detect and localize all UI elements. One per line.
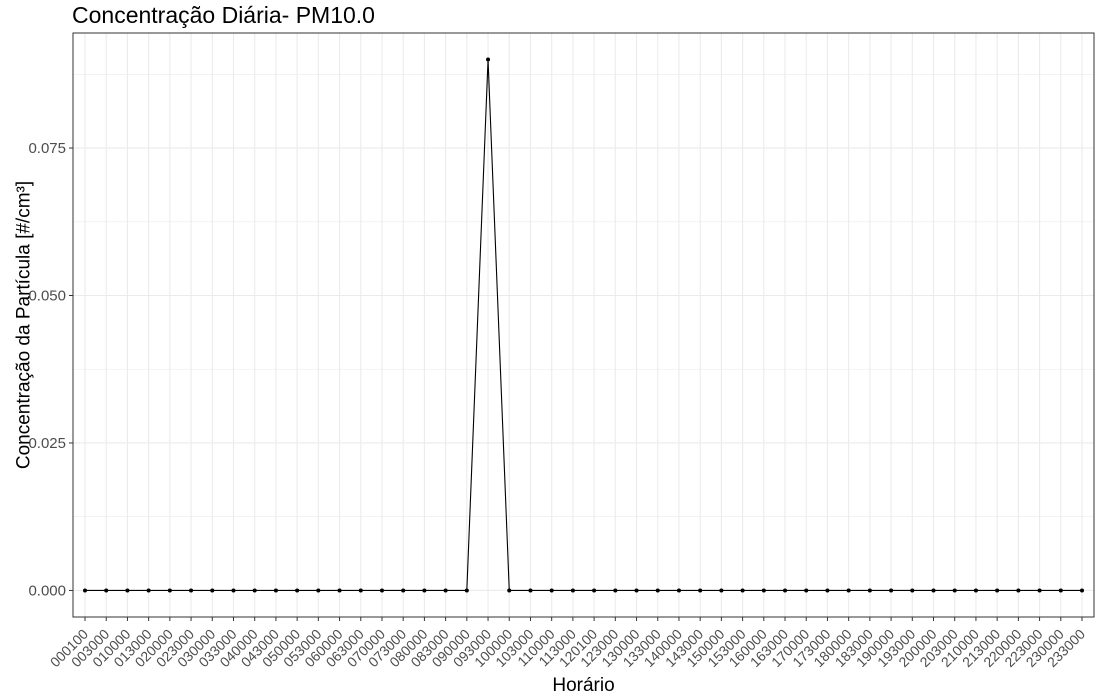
- data-point: [83, 588, 87, 593]
- data-point: [931, 588, 936, 593]
- chart-title: Concentração Diária- PM10.0: [72, 2, 375, 28]
- data-point: [867, 588, 872, 593]
- y-tick-label: 0.050: [28, 288, 66, 305]
- data-point: [655, 588, 660, 593]
- data-point: [146, 588, 151, 593]
- grid-minor: [73, 73, 1094, 518]
- data-point: [889, 588, 894, 593]
- data-point: [125, 588, 130, 593]
- data-point: [273, 588, 278, 593]
- x-axis: 0001000030000100000130000200000230000300…: [47, 617, 1088, 670]
- y-tick-label: 0.000: [28, 582, 66, 599]
- data-point: [295, 588, 300, 593]
- data-point: [337, 588, 342, 593]
- data-point: [570, 588, 575, 593]
- data-point: [507, 588, 512, 593]
- data-point: [486, 57, 491, 62]
- x-axis-title: Horário: [552, 675, 614, 696]
- data-point: [422, 588, 427, 593]
- data-point: [1080, 588, 1084, 593]
- data-point: [613, 588, 618, 593]
- data-point: [379, 588, 384, 593]
- data-point: [252, 588, 257, 593]
- data-point: [189, 588, 194, 593]
- data-point: [231, 588, 236, 593]
- data-point: [846, 588, 851, 593]
- data-point: [761, 588, 766, 593]
- data-point: [1037, 588, 1042, 593]
- data-point: [804, 588, 809, 593]
- data-point: [973, 588, 978, 593]
- data-point: [952, 588, 957, 593]
- data-point: [104, 588, 109, 593]
- y-tick-label: 0.075: [28, 140, 66, 157]
- data-point: [1016, 588, 1021, 593]
- data-point: [634, 588, 639, 593]
- y-tick-label: 0.025: [28, 435, 66, 452]
- data-point: [1058, 588, 1063, 593]
- data-point: [316, 588, 321, 593]
- data-point: [995, 588, 1000, 593]
- data-point: [719, 588, 724, 593]
- plot-panel-border: [72, 32, 1095, 618]
- series-line: [85, 59, 1082, 592]
- data-point: [443, 588, 448, 593]
- data-point: [210, 588, 215, 593]
- y-axis-title: Concentração da Partícula [#/cm³]: [14, 181, 35, 469]
- grid-major: [73, 33, 1094, 617]
- data-point: [740, 588, 745, 593]
- data-point: [549, 588, 554, 593]
- data-point: [592, 588, 597, 593]
- data-point: [910, 588, 915, 593]
- data-point: [401, 588, 406, 593]
- y-axis: 0.000 0.025 0.050 0.075: [28, 140, 73, 599]
- data-point: [825, 588, 830, 593]
- data-point: [783, 588, 788, 593]
- series-line-path: [85, 59, 1082, 592]
- data-point: [698, 588, 703, 593]
- data-point: [167, 588, 172, 593]
- data-point: [528, 588, 533, 593]
- series-points: [83, 57, 1084, 593]
- data-point: [676, 588, 681, 593]
- data-point: [358, 588, 363, 593]
- data-point: [464, 588, 469, 593]
